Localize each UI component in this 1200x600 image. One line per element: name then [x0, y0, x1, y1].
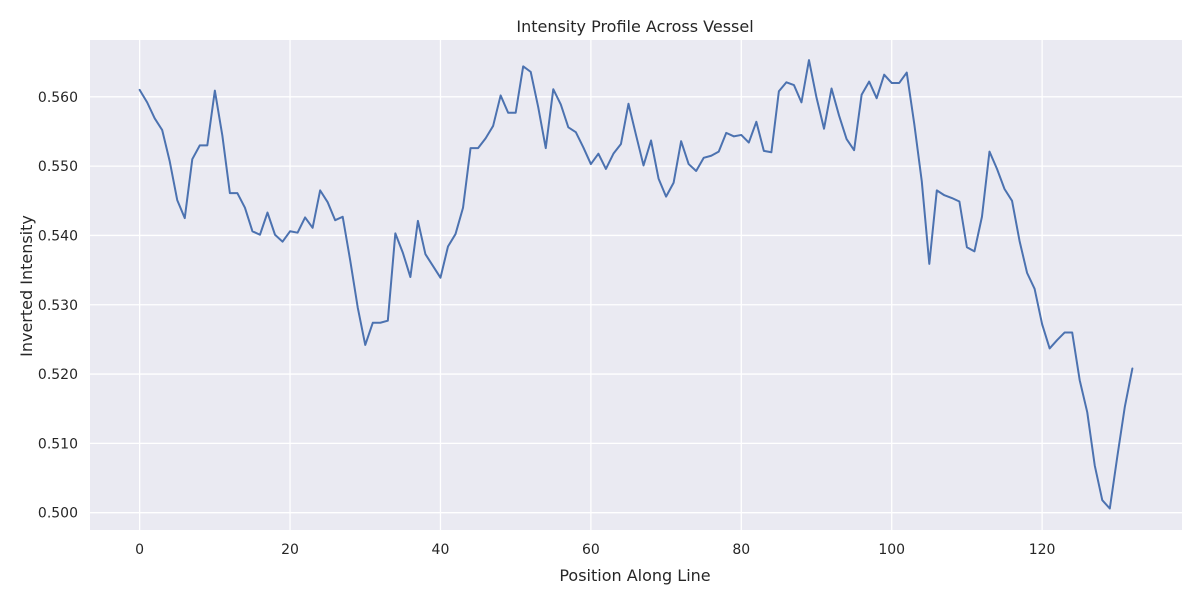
- y-tick-label: 0.540: [38, 228, 78, 244]
- series-line: [138, 59, 1134, 510]
- y-tick-label: 0.550: [38, 159, 78, 175]
- y-tick-label: 0.510: [38, 436, 78, 452]
- x-tick-label: 40: [432, 542, 450, 558]
- y-axis-title: Inverted Intensity: [17, 215, 36, 357]
- grid-lines: [90, 40, 1182, 530]
- x-tick-label: 20: [281, 542, 299, 558]
- x-tick-labels: 0 20 40 60 80 100 120: [135, 542, 1055, 558]
- x-tick-label: 0: [135, 542, 144, 558]
- y-tick-labels: 0.500 0.510 0.520 0.530 0.540 0.550 0.560: [38, 90, 78, 522]
- chart-title: Intensity Profile Across Vessel: [516, 17, 753, 36]
- series-layer: [138, 59, 1134, 510]
- plot-area: [90, 40, 1182, 530]
- x-tick-label: 120: [1029, 542, 1056, 558]
- y-tick-label: 0.530: [38, 298, 78, 314]
- y-tick-label: 0.560: [38, 90, 78, 106]
- y-tick-label: 0.500: [38, 506, 78, 522]
- x-axis-title: Position Along Line: [559, 566, 710, 585]
- x-tick-label: 100: [878, 542, 905, 558]
- y-tick-label: 0.520: [38, 367, 78, 383]
- x-tick-label: 60: [582, 542, 600, 558]
- x-tick-label: 80: [732, 542, 750, 558]
